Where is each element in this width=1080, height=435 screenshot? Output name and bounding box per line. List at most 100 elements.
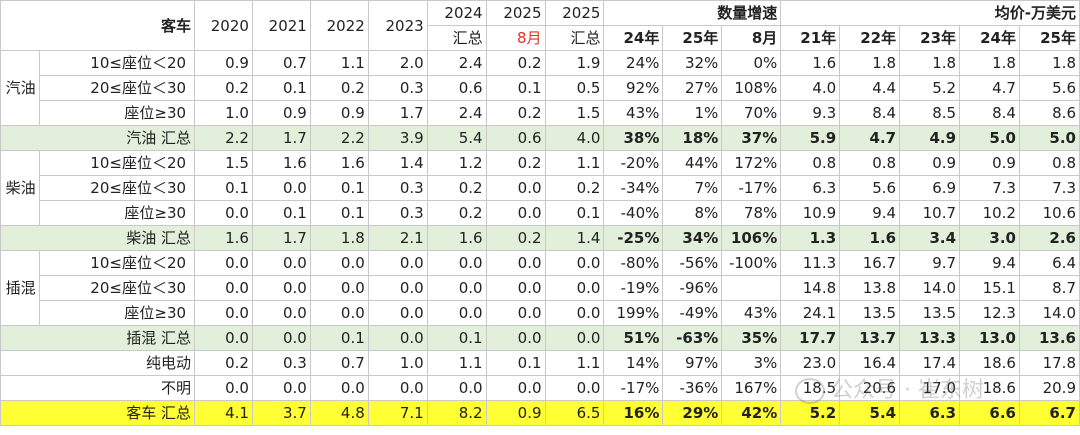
price-cell: 17.4: [899, 350, 961, 376]
volume-cell: 1.7: [251, 125, 311, 151]
row-label: 客车 汇总: [0, 400, 196, 426]
volume-cell: 1.4: [367, 150, 428, 176]
price-cell: 13.5: [899, 300, 961, 326]
table-row: 不明 0.0 0.0 0.0 0.0 0.0 0.0 0.0 -17% -36% 167% 18.5 2…: [0, 375, 1080, 401]
price-cell: 6.3: [899, 400, 961, 426]
growth-cell: 106%: [721, 225, 782, 251]
volume-cell: 0.0: [251, 300, 311, 326]
price-cell: 0.9: [959, 150, 1020, 176]
growth-cell: 8%: [662, 200, 723, 226]
price-col-24: 24年: [959, 25, 1020, 51]
price-cell: 17.7: [780, 325, 841, 351]
volume-cell: 4.0: [544, 125, 605, 151]
volume-cell: 0.0: [251, 325, 311, 351]
volume-cell: 0.2: [544, 175, 605, 201]
volume-cell: 0.0: [426, 300, 487, 326]
price-cell: 6.9: [899, 175, 961, 201]
volume-cell: 0.0: [367, 250, 428, 276]
price-cell: 20.6: [839, 375, 901, 401]
subtotal-row: 柴油 汇总 1.6 1.7 1.8 2.1 1.6 0.2 1.4 -25% 34% 106% 1.3…: [0, 225, 1080, 251]
volume-cell: 0.5: [544, 75, 605, 101]
volume-cell: 1.4: [544, 225, 605, 251]
growth-cell: 38%: [603, 125, 664, 151]
price-cell: 3.0: [959, 225, 1020, 251]
growth-cell: 70%: [721, 100, 782, 126]
table-row: 纯电动 0.2 0.3 0.7 1.0 1.1 0.1 1.1 14% 97% 3% 23.0 16.4…: [0, 350, 1080, 376]
growth-cell: 44%: [662, 150, 723, 176]
volume-cell: 0.0: [194, 325, 253, 351]
row-label: 座位≥30: [38, 300, 196, 326]
volume-cell: 0.0: [426, 275, 487, 301]
volume-cell: 0.0: [251, 250, 311, 276]
growth-cell: 7%: [662, 175, 723, 201]
price-cell: 8.5: [899, 100, 961, 126]
volume-cell: 1.0: [194, 100, 253, 126]
price-cell: 8.4: [959, 100, 1020, 126]
volume-cell: 1.7: [367, 100, 428, 126]
volume-cell: 0.3: [367, 200, 428, 226]
growth-cell: -17%: [603, 375, 664, 401]
growth-cell: -49%: [662, 300, 723, 326]
volume-cell: 0.0: [194, 200, 253, 226]
growth-cell: 97%: [662, 350, 723, 376]
year-header-2020: 2020: [194, 0, 253, 51]
price-cell: 5.0: [1018, 125, 1080, 151]
subtotal-row: 插混 汇总 0.0 0.0 0.1 0.0 0.1 0.0 0.0 51% -63% 35% 17.7…: [0, 325, 1080, 351]
growth-cell: -63%: [662, 325, 723, 351]
volume-cell: 0.9: [251, 100, 311, 126]
growth-cell: -19%: [603, 275, 664, 301]
row-label: 20≤座位＜30: [38, 175, 196, 201]
volume-cell: 0.1: [485, 350, 546, 376]
growth-cell: -56%: [662, 250, 723, 276]
price-cell: 5.0: [959, 125, 1020, 151]
price-cell: 6.3: [780, 175, 841, 201]
volume-cell: 0.1: [194, 175, 253, 201]
volume-cell: 0.3: [367, 175, 428, 201]
price-cell: 5.6: [1018, 75, 1080, 101]
table-row: 插混 10≤座位＜20 0.0 0.0 0.0 0.0 0.0 0.0 0.0 -80% -56% -…: [0, 250, 1080, 326]
price-cell: 23.0: [780, 350, 841, 376]
price-cell: 0.9: [899, 150, 961, 176]
volume-cell: 4.8: [309, 400, 369, 426]
volume-cell: 0.0: [367, 375, 428, 401]
volume-cell: 2.2: [309, 125, 369, 151]
price-cell: 18.6: [959, 350, 1020, 376]
volume-cell: 0.1: [544, 200, 605, 226]
volume-cell: 5.4: [426, 125, 487, 151]
volume-cell: 1.5: [544, 100, 605, 126]
price-cell: 7.3: [959, 175, 1020, 201]
volume-cell: 0.2: [485, 50, 546, 76]
subtotal-row: 汽油 汇总 2.2 1.7 2.2 3.9 5.4 0.6 4.0 38% 18% 37% 5.9 4.…: [0, 125, 1080, 151]
growth-cell: 29%: [662, 400, 723, 426]
year-header-2025-bottom: 汇总: [544, 25, 605, 51]
price-cell: 5.6: [839, 175, 901, 201]
price-cell: 8.4: [839, 100, 901, 126]
volume-cell: 0.1: [309, 175, 369, 201]
price-cell: 9.7: [899, 250, 961, 276]
volume-cell: 0.2: [485, 225, 546, 251]
growth-cell: 199%: [603, 300, 664, 326]
volume-cell: 0.0: [367, 325, 428, 351]
volume-cell: 4.1: [194, 400, 253, 426]
price-cell: 0.8: [1018, 150, 1080, 176]
volume-cell: 0.7: [309, 350, 369, 376]
volume-cell: 6.5: [544, 400, 605, 426]
volume-cell: 1.1: [426, 350, 487, 376]
volume-cell: 1.9: [544, 50, 605, 76]
row-label: 10≤座位＜20: [38, 250, 196, 276]
growth-cell: 108%: [721, 75, 782, 101]
growth-cell: -17%: [721, 175, 782, 201]
growth-cell: 51%: [603, 325, 664, 351]
growth-cell: -100%: [721, 250, 782, 276]
price-cell: 14.0: [1018, 300, 1080, 326]
volume-cell: 2.4: [426, 100, 487, 126]
volume-cell: 0.1: [485, 75, 546, 101]
price-cell: 1.8: [839, 50, 901, 76]
volume-cell: 0.0: [194, 300, 253, 326]
price-cell: 14.0: [899, 275, 961, 301]
growth-cell: 18%: [662, 125, 723, 151]
growth-cell: 43%: [603, 100, 664, 126]
price-cell: 6.4: [1018, 250, 1080, 276]
price-cell: 10.2: [959, 200, 1020, 226]
volume-cell: 8.2: [426, 400, 487, 426]
